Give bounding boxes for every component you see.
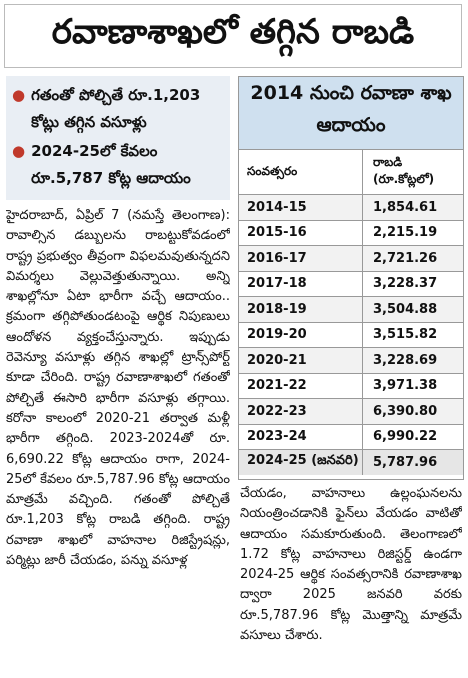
year-cell: 2015-16 bbox=[239, 220, 363, 245]
amount-cell: 3,971.38 bbox=[373, 378, 438, 394]
highlight-item: ● 2024-25లో కేవలం రూ.5,787 కోట్ల ఆదాయం bbox=[12, 138, 224, 192]
amount-cell: 3,515.82 bbox=[373, 327, 438, 343]
amount-cell: 2,721.26 bbox=[373, 250, 438, 266]
highlight-item: ● గతంతో పోల్చితే రూ.1,203 కోట్లు తగ్గిన వ… bbox=[12, 82, 224, 136]
highlights: ● గతంతో పోల్చితే రూ.1,203 కోట్లు తగ్గిన వ… bbox=[6, 76, 230, 200]
amount-cell: 6,390.80 bbox=[373, 403, 438, 419]
amount-cell: 2,215.19 bbox=[373, 225, 438, 241]
highlight-text: 2024-25లో కేవలం రూ.5,787 కోట్ల ఆదాయం bbox=[31, 142, 191, 187]
amount-cell: 5,787.96 bbox=[373, 454, 438, 470]
table-title: 2014 నుంచి రవాణా శాఖ ఆదాయం bbox=[239, 77, 463, 149]
table-row: 2019-20 3,515.82 bbox=[239, 321, 463, 347]
year-cell: 2017-18 bbox=[239, 271, 363, 296]
table-row: 2021-22 3,971.38 bbox=[239, 372, 463, 398]
year-cell: 2018-19 bbox=[239, 297, 363, 322]
table-body: 2014-15 1,854.61 2015-16 2,215.19 2016-17 2,7… bbox=[239, 194, 463, 475]
year-cell: 2014-15 bbox=[239, 195, 363, 220]
table-row: 2022-23 6,390.80 bbox=[239, 398, 463, 424]
year-cell: 2022-23 bbox=[239, 399, 363, 424]
bullet: ● bbox=[12, 86, 26, 104]
table-row: 2024-25 (జనవరి) 5,787.96 bbox=[239, 449, 463, 475]
table-row: 2023-24 6,990.22 bbox=[239, 423, 463, 449]
amount-cell: 3,228.37 bbox=[373, 276, 438, 292]
article-text: హైదరాబాద్, ఏప్రిల్ 7 (నమస్తే తెలంగాణ): ర… bbox=[6, 208, 230, 569]
table-row: 2016-17 2,721.26 bbox=[239, 245, 463, 271]
table-row: 2017-18 3,228.37 bbox=[239, 270, 463, 296]
article-text: చేయడం, వాహనాలు ఉల్లంఘనలను నియంత్రించడాని… bbox=[240, 486, 462, 644]
revenue-table: 2014 నుంచి రవాణా శాఖ ఆదాయం సంవత్సరం రాబడ… bbox=[238, 76, 464, 480]
header-cell: రాబడి (రూ.కోట్లలో) bbox=[373, 155, 435, 186]
table-header: సంవత్సరం రాబడి (రూ.కోట్లలో) bbox=[239, 149, 463, 194]
year-cell: 2019-20 bbox=[239, 322, 363, 347]
highlight-text: గతంతో పోల్చితే రూ.1,203 కోట్లు తగ్గిన వస… bbox=[31, 86, 201, 131]
year-cell: 2021-22 bbox=[239, 373, 363, 398]
year-cell: 2016-17 bbox=[239, 246, 363, 271]
year-cell: 2023-24 bbox=[239, 424, 363, 449]
table-row: 2018-19 3,504.88 bbox=[239, 296, 463, 322]
year-cell: 2020-21 bbox=[239, 348, 363, 373]
headline: రవాణాశాఖలో తగ్గిన రాబడి bbox=[4, 4, 462, 68]
amount-cell: 3,228.69 bbox=[373, 352, 438, 368]
table-row: 2015-16 2,215.19 bbox=[239, 219, 463, 245]
table-row: 2020-21 3,228.69 bbox=[239, 347, 463, 373]
header-cell: సంవత్సరం bbox=[239, 150, 363, 194]
amount-cell: 3,504.88 bbox=[373, 301, 438, 317]
amount-cell: 1,854.61 bbox=[373, 199, 438, 215]
table-row: 2014-15 1,854.61 bbox=[239, 194, 463, 220]
amount-cell: 6,990.22 bbox=[373, 429, 438, 445]
year-cell: 2024-25 (జనవరి) bbox=[239, 450, 363, 475]
bullet: ● bbox=[12, 142, 26, 160]
